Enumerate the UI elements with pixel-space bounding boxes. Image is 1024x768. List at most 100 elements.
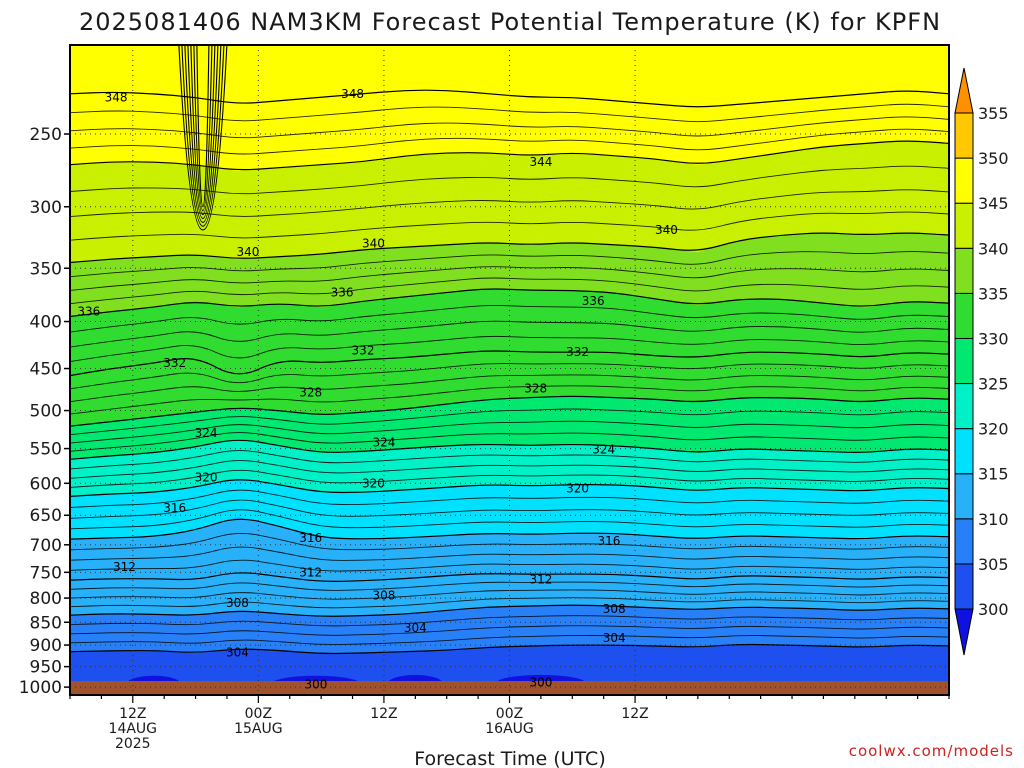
contour-label-text: 332 [352,343,375,357]
contour-label: 320 [195,470,218,484]
isentrope-minor [69,211,950,241]
isentrope-308 [69,604,950,617]
x-tick-label: 2025 [115,736,151,752]
contour-label-text: 340 [362,237,385,251]
contour-label: 336 [331,286,354,300]
contour-label: 336 [77,304,100,318]
upper-feature [190,44,216,216]
upper-feature [184,44,222,223]
colorbar-tick-label: 300 [978,600,1009,619]
isentrope-344 [69,140,950,171]
colorbar-tick-label: 310 [978,510,1009,529]
isentrope-minor [69,559,950,572]
isentrope-minor [69,489,950,508]
contour-label: 340 [236,245,259,259]
isentrope-minor [69,385,950,415]
x-tick-label: 00Z [245,706,272,722]
contour-label-text: 332 [163,356,186,370]
contour-label-text: 312 [299,565,322,579]
contour-label: 304 [404,621,427,635]
contour-label: 340 [362,237,385,251]
contour-label-text: 336 [582,294,605,308]
y-tick-label: 600 [30,474,62,494]
isentrope-minor [69,625,950,636]
contour-label-text: 340 [655,223,678,237]
contour-label-text: 344 [529,155,552,169]
y-axis: 250 300 350 400 450 500 550 600 650 700 750 800 850 9… [19,125,70,698]
contour-label-text: 328 [299,386,322,400]
isentrope-minor [69,165,950,195]
contour-label-text: 320 [362,476,385,490]
contour-label: 320 [362,476,385,490]
colorbar-swatch [954,563,974,610]
upper-feature [178,44,228,231]
colorbar: 300 305 310 315 320 325 330 335 340 345 350 355 [954,67,1009,656]
contour-label-text: 308 [372,589,395,603]
contour-label: 308 [372,589,395,603]
chart-title: 2025081406 NAM3KM Forecast Potential Tem… [79,8,941,36]
x-tick-label: 12Z [621,706,648,722]
isentrope-336 [69,288,950,318]
contour-label: 300 [529,675,552,689]
colorbar-tick-label: 330 [978,329,1009,348]
colorbar-swatch [954,428,974,475]
upper-feature [196,44,210,208]
contour-label-text: 312 [113,560,136,574]
x-tick-label: 12Z [119,706,146,722]
colorbar-swatch [954,112,974,159]
isentrope-minor [69,509,950,530]
contour-labels: 348 348 344 340 340 340 336 336 336 332 332 332 328 3… [77,87,678,692]
colorbar-swatch [954,202,974,249]
isentrope-minor [69,532,950,551]
upper-feature [187,44,219,220]
contour-label: 312 [113,560,136,574]
isentrope-minor [69,546,950,561]
contour-label-text: 340 [236,245,259,259]
y-tick-label: 550 [30,440,62,460]
contour-label-text: 320 [195,470,218,484]
colorbar-tick-label: 315 [978,465,1009,484]
contour-label: 340 [655,223,678,237]
upper-feature [193,44,213,212]
contour-label: 300 [304,677,327,691]
isentrope-312 [69,572,950,582]
isentrope-minor [69,277,950,305]
contour-label-text: 324 [372,436,395,450]
contour-label: 324 [372,436,395,450]
grid-lines [70,45,949,695]
contour-label: 336 [582,294,605,308]
contour-label: 304 [603,631,626,645]
y-tick-label: 650 [30,506,62,526]
contour-label: 308 [226,596,249,610]
contour-label-text: 300 [304,677,327,691]
contour-label: 316 [597,534,620,548]
colorbar-swatch [954,157,974,204]
x-tick-label: 00Z [496,706,523,722]
y-tick-label: 700 [30,536,62,556]
colorbar-swatch [954,518,974,565]
colorbar-min-arrow [954,608,974,656]
x-tick-label: 14AUG [109,721,158,737]
contour-label: 320 [566,482,589,496]
colorbar-tick-label: 305 [978,555,1009,574]
colorbar-tick-label: 325 [978,375,1009,394]
contour-label-text: 316 [163,501,186,515]
credit-link[interactable]: coolwx.com/models [849,742,1014,760]
colorbar-swatch [954,337,974,385]
contour-label-text: 336 [331,286,354,300]
contour-label: 328 [524,381,547,395]
contour-label-text: 336 [77,304,100,318]
contour-label-text: 316 [597,534,620,548]
contour-label-text: 328 [524,381,547,395]
contour-label-text: 308 [603,602,626,616]
contour-label: 324 [195,426,218,440]
contour-label-text: 324 [195,426,218,440]
y-tick-label: 500 [30,402,62,422]
contour-label: 348 [105,90,128,104]
contour-label-text: 304 [603,631,626,645]
contour-label: 324 [592,442,615,456]
contour-label: 316 [299,531,322,545]
contour-label: 312 [299,565,322,579]
y-tick-label: 800 [30,589,62,609]
